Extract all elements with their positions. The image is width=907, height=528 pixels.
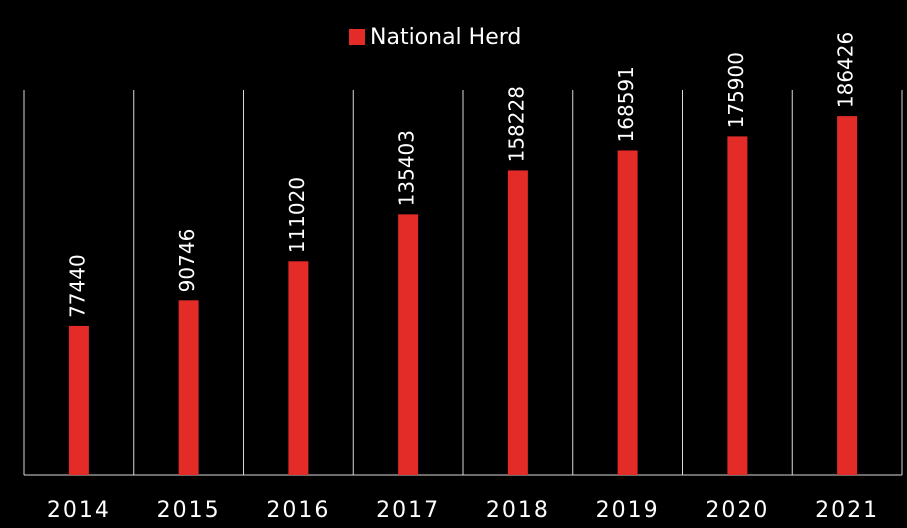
bar [507, 170, 528, 475]
legend-swatch [349, 29, 365, 45]
bar [398, 214, 419, 475]
bar [837, 116, 858, 476]
x-tick-label: 2018 [486, 498, 550, 523]
bar [68, 325, 89, 475]
legend-label: National Herd [370, 25, 521, 50]
x-tick-label: 2014 [47, 498, 111, 523]
x-tick-label: 2019 [596, 498, 660, 523]
x-tick-label: 2020 [705, 498, 769, 523]
value-label: 111020 [285, 177, 309, 253]
value-label: 186426 [834, 32, 858, 108]
bar [617, 150, 638, 475]
bar [727, 136, 748, 475]
value-label: 168591 [614, 66, 638, 142]
x-tick-label: 2016 [266, 498, 330, 523]
value-label: 135403 [395, 130, 419, 206]
value-label: 158228 [504, 86, 528, 162]
bar [178, 300, 199, 475]
x-tick-label: 2021 [815, 498, 879, 523]
x-tick-label: 2017 [376, 498, 440, 523]
bar [288, 261, 309, 475]
value-label: 175900 [724, 52, 748, 128]
x-tick-label: 2015 [157, 498, 221, 523]
value-label: 90746 [175, 229, 199, 293]
value-label: 77440 [65, 254, 89, 318]
